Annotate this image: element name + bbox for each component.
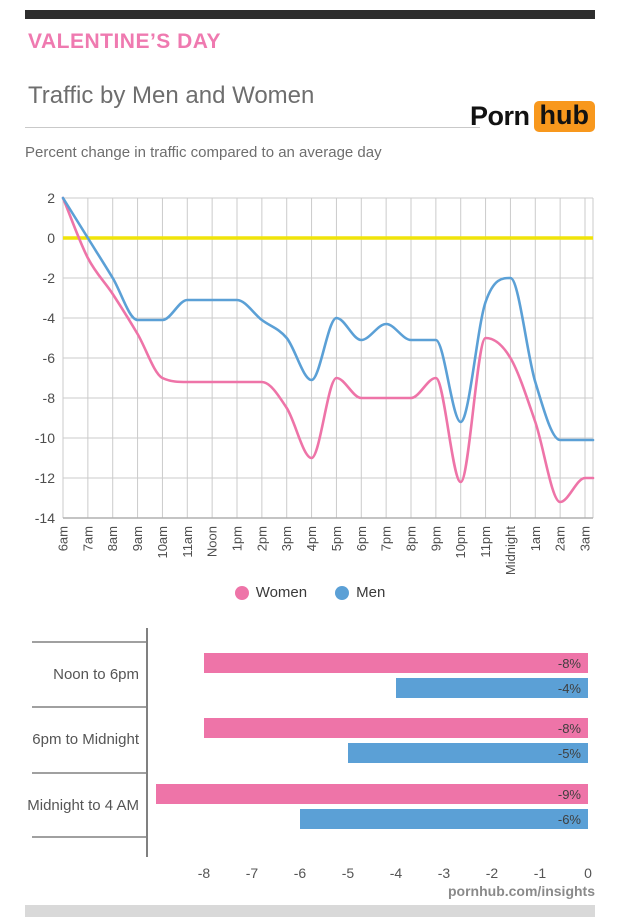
women-legend-dot-icon: [234, 585, 249, 600]
x-axis-label: 2pm: [254, 526, 269, 551]
bar-axis-tick: -8: [198, 865, 211, 881]
series-line-men: [61, 196, 595, 442]
bar-axis-tick: -4: [390, 865, 403, 881]
legend-item-men: Men: [335, 584, 385, 601]
bar-women-0: [204, 653, 588, 673]
y-axis-label: -8: [43, 390, 56, 406]
y-axis-label: 0: [47, 230, 55, 246]
x-axis-label: 8pm: [404, 526, 419, 551]
bar-value-label: -5%: [558, 746, 582, 761]
x-axis-label: 5pm: [329, 526, 344, 551]
page-title: Traffic by Men and Women: [28, 82, 315, 109]
bar-men-2: [300, 809, 588, 829]
legend-label-women: Women: [255, 584, 308, 601]
bottom-accent-bar: [25, 905, 595, 917]
bar-value-label: -9%: [558, 787, 582, 802]
y-axis-label: -10: [35, 430, 55, 446]
bar-category-label: Noon to 6pm: [53, 666, 139, 683]
chart-legend: Women Men: [0, 584, 620, 601]
logo-part-1: Porn: [470, 101, 530, 131]
y-axis-label: -14: [35, 510, 55, 526]
y-axis-label: -12: [35, 470, 55, 486]
x-axis-label: 11pm: [478, 526, 493, 558]
x-axis-label: 10am: [155, 526, 170, 559]
bar-axis-tick: -7: [246, 865, 259, 881]
x-axis-label: 4pm: [304, 526, 319, 551]
header-divider: [25, 127, 480, 128]
bar-axis-tick: 0: [584, 865, 592, 881]
x-axis-label: 6pm: [354, 526, 369, 551]
x-axis-label: 1pm: [230, 526, 245, 551]
bar-men-0: [396, 678, 588, 698]
x-axis-label: 3am: [578, 526, 593, 551]
bar-men-1: [348, 743, 588, 763]
bar-value-label: -6%: [558, 812, 582, 827]
legend-label-men: Men: [356, 584, 386, 601]
bar-women-2: [156, 784, 588, 804]
x-axis-label: 10pm: [453, 526, 468, 559]
bar-axis-tick: -5: [342, 865, 355, 881]
logo-part-2: hub: [533, 101, 595, 132]
x-axis-label: 7pm: [379, 526, 394, 551]
men-legend-dot-icon: [335, 585, 350, 600]
eyebrow-heading: VALENTINE’S DAY: [28, 30, 222, 53]
bar-axis-tick: -1: [534, 865, 547, 881]
pornhub-logo: Porn hub: [470, 101, 595, 132]
x-axis-label: 8am: [105, 526, 120, 551]
footer-url: pornhub.com/insights: [448, 883, 595, 899]
chart-subtitle: Percent change in traffic compared to an…: [25, 144, 382, 161]
x-axis-label: 9am: [130, 526, 145, 551]
bar-axis-tick: -6: [294, 865, 307, 881]
bar-axis-tick: -2: [486, 865, 499, 881]
legend-item-women: Women: [234, 584, 308, 601]
x-axis-label: Noon: [205, 526, 220, 557]
x-axis-label: 3pm: [279, 526, 294, 551]
bar-category-label: 6pm to Midnight: [32, 731, 140, 748]
bar-category-label: Midnight to 4 AM: [27, 797, 139, 814]
bar-axis-tick: -3: [438, 865, 451, 881]
y-axis-label: -2: [43, 270, 56, 286]
x-axis-label: 6am: [56, 526, 71, 551]
x-axis-label: 11am: [180, 526, 195, 558]
bar-value-label: -8%: [558, 721, 582, 736]
y-axis-label: 2: [47, 190, 55, 206]
bar-chart: Noon to 6pm 6pm to Midnight Midnight to 4 …: [27, 628, 592, 881]
bar-value-label: -4%: [558, 681, 582, 696]
x-axis-label: 9pm: [428, 526, 443, 551]
bar-value-label: -8%: [558, 656, 582, 671]
x-axis-label: 7am: [80, 526, 95, 551]
y-axis-label: -4: [43, 310, 56, 326]
x-axis-label: Midnight: [503, 526, 518, 576]
x-axis-label: 1am: [528, 526, 543, 551]
x-axis-label: 2am: [553, 526, 568, 551]
y-axis-label: -6: [43, 350, 56, 366]
series-line-women: [61, 196, 595, 504]
top-accent-bar: [25, 10, 595, 19]
bar-women-1: [204, 718, 588, 738]
